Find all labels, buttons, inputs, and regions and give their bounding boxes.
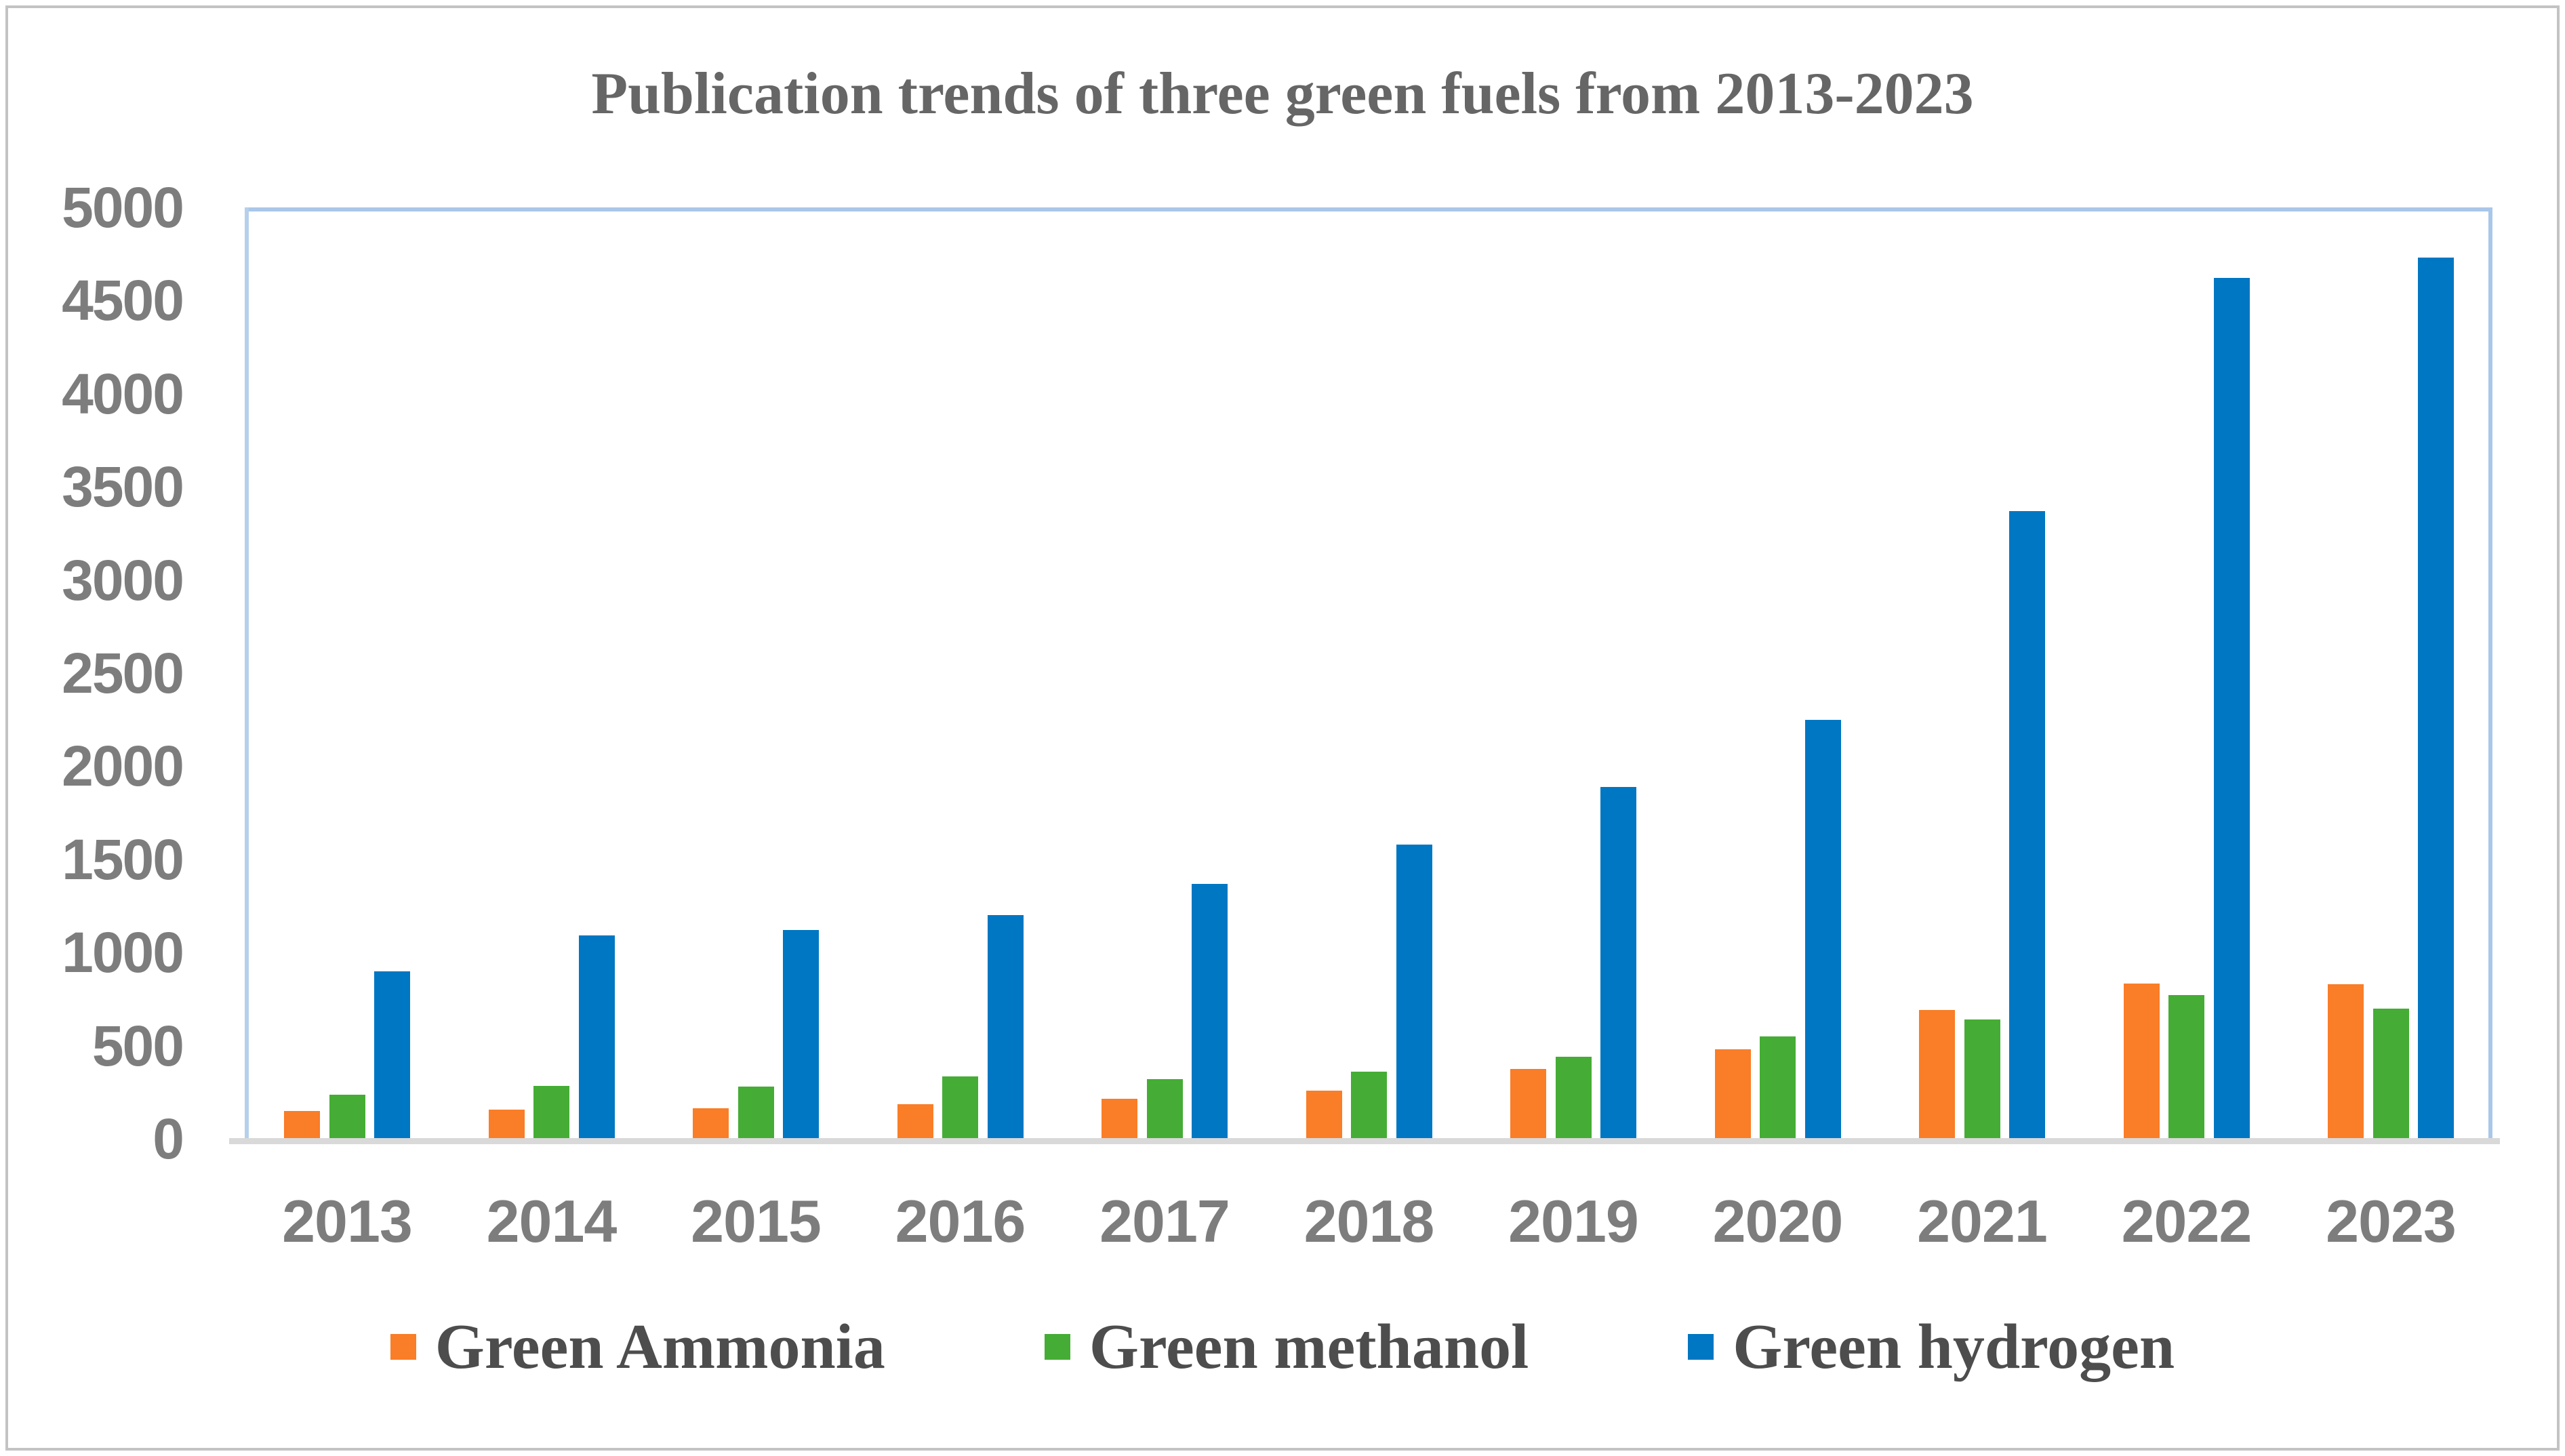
bar-green-hydrogen-2017 [1192,883,1228,1139]
y-tick-label-2000: 2000 [62,734,184,798]
y-tick-label-3000: 3000 [62,548,184,612]
bar-green-methanol-2020 [1760,1036,1796,1139]
x-tick-label-2013: 2013 [282,1188,413,1255]
bar-green-hydrogen-2016 [987,915,1024,1139]
bar-green-ammonia-2022 [2123,983,2160,1139]
chart-title: Publication trends of three green fuels … [591,61,1974,127]
y-tick-label-2500: 2500 [62,641,184,705]
x-tick-label-2023: 2023 [2326,1188,2457,1255]
bar-green-methanol-2017 [1146,1079,1183,1139]
y-tick-label-5000: 5000 [62,176,184,239]
x-tick-label-2019: 2019 [1508,1188,1639,1255]
bar-green-ammonia-2014 [488,1110,525,1139]
bar-green-ammonia-2013 [284,1110,320,1139]
bar-green-hydrogen-2018 [1396,844,1432,1139]
x-tick-label-2021: 2021 [1917,1188,2048,1255]
bar-green-hydrogen-2023 [2418,258,2454,1139]
x-tick-label-2014: 2014 [486,1188,618,1255]
x-tick-label-2016: 2016 [895,1188,1026,1255]
bar-green-ammonia-2021 [1919,1010,1955,1139]
bar-green-ammonia-2023 [2328,984,2364,1139]
legend-item-green-ammonia: Green Ammonia [390,1315,885,1379]
y-tick-label-4000: 4000 [62,361,184,426]
legend-item-green-methanol: Green methanol [1044,1312,1529,1382]
x-tick-label-2022: 2022 [2121,1188,2253,1255]
y-tick-label-1500: 1500 [62,827,184,891]
bar-green-ammonia-2015 [693,1108,729,1139]
x-tick-label-2015: 2015 [691,1188,822,1255]
y-tick-label-4500: 4500 [62,268,184,333]
y-tick-label-500: 500 [92,1013,184,1078]
plot-border-right [2488,207,2492,1143]
bar-green-methanol-2013 [329,1095,365,1139]
legend-label: Green Ammonia [435,1312,885,1382]
legend-label: Green methanol [1089,1312,1529,1382]
bar-green-hydrogen-2019 [1600,786,1636,1139]
bar-green-ammonia-2019 [1510,1068,1546,1139]
bar-green-ammonia-2016 [897,1104,933,1139]
y-tick-label-1000: 1000 [62,921,184,985]
bar-green-ammonia-2018 [1306,1090,1342,1139]
figure-border [5,5,2560,1451]
bar-green-hydrogen-2022 [2213,278,2250,1139]
bar-green-ammonia-2020 [1714,1049,1751,1139]
x-tick-label-2017: 2017 [1099,1188,1230,1255]
bar-green-hydrogen-2015 [783,930,819,1139]
y-tick-label-3500: 3500 [62,455,184,519]
bar-green-hydrogen-2021 [2009,510,2045,1139]
bar-green-ammonia-2017 [1102,1098,1137,1139]
bar-green-hydrogen-2020 [1804,719,1841,1139]
bar-green-methanol-2015 [738,1087,774,1139]
legend-item-green-hydrogen: Green hydrogen [1688,1315,2175,1379]
legend: Green Ammonia Green methanol Green hydroge… [0,1315,2565,1379]
x-tick-label-2020: 2020 [1712,1188,1844,1255]
legend-swatch-icon [390,1334,416,1360]
x-tick-label-2018: 2018 [1304,1188,1435,1255]
bar-green-methanol-2014 [533,1085,569,1139]
bar-green-methanol-2022 [2168,995,2204,1139]
legend-swatch-icon [1688,1334,1714,1360]
legend-swatch-icon [1044,1334,1070,1360]
bar-green-methanol-2021 [1964,1019,2000,1139]
bar-green-hydrogen-2014 [578,935,615,1139]
x-axis-line [229,1138,2500,1144]
bar-green-methanol-2018 [1351,1072,1387,1139]
plot-border-top [245,207,2492,211]
legend-label: Green hydrogen [1733,1312,2175,1382]
bar-green-hydrogen-2013 [374,971,410,1139]
bar-green-methanol-2016 [942,1076,978,1139]
bar-green-methanol-2019 [1555,1057,1592,1139]
plot-border-left [245,207,249,1139]
y-tick-label-0: 0 [153,1107,184,1171]
bar-green-methanol-2023 [2372,1008,2409,1139]
